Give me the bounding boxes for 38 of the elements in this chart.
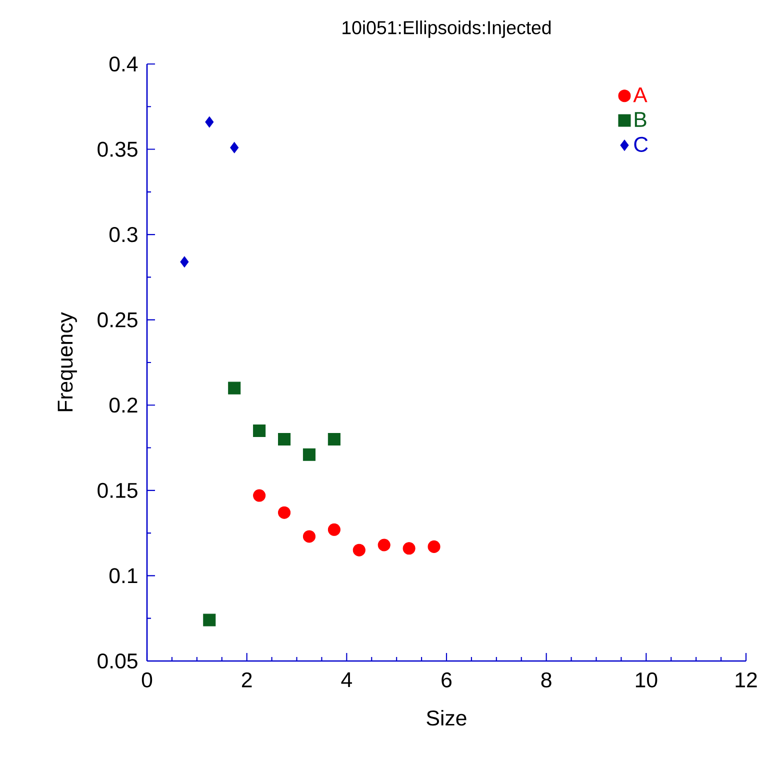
point [253, 424, 266, 437]
chart-title: 10i051:Ellipsoids:Injected [342, 20, 551, 38]
point [302, 530, 316, 543]
x-axis-title: Size [426, 710, 466, 726]
y-tick-label: 0.35 [98, 142, 138, 157]
point [302, 448, 316, 461]
point [428, 540, 440, 553]
y-tick-label: 0.25 [98, 312, 138, 328]
point [228, 382, 241, 394]
y-axis-title: Frequency [58, 312, 77, 412]
y-tick-label: 0.4 [109, 56, 138, 72]
point [352, 544, 366, 556]
x-tick-label: 6 [442, 672, 452, 688]
point [278, 506, 291, 519]
x-tick-label: 4 [341, 672, 352, 688]
y-tick-label: 0.05 [98, 653, 138, 669]
y-tick-label: 0.15 [98, 482, 138, 498]
x-tick-label: 10 [636, 672, 658, 688]
y-tick-label: 0.3 [109, 227, 138, 242]
legend-label: C [634, 136, 648, 152]
legend-label: A [633, 87, 648, 102]
point [328, 432, 340, 446]
y-tick-label: 0.2 [109, 398, 138, 413]
point [205, 116, 214, 128]
x-tick-label: 8 [541, 672, 552, 688]
legend-label: B [634, 112, 646, 127]
point [378, 538, 390, 552]
x-tick-label: 2 [242, 672, 252, 688]
x-tick-label: 0 [142, 672, 152, 688]
point [180, 256, 189, 268]
point [402, 542, 416, 555]
point [278, 432, 291, 446]
point [328, 523, 340, 536]
x-tick-label: 12 [736, 672, 757, 688]
point [253, 489, 266, 502]
point [230, 142, 239, 154]
y-tick-label: 0.1 [109, 568, 138, 584]
point [203, 614, 216, 626]
